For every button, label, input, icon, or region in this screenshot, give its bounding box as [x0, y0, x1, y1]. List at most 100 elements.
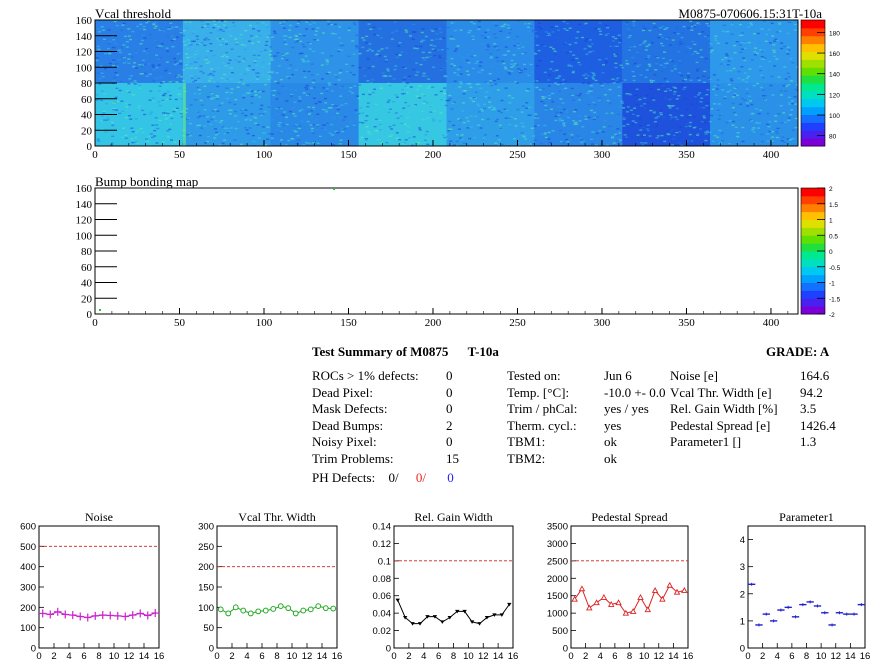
ph-defects-value-3: 0: [447, 470, 454, 485]
vcal-pixel: [307, 106, 311, 108]
vcal-pixel: [284, 43, 288, 46]
vcal-pixel: [646, 128, 650, 130]
vcal-pixel: [522, 134, 526, 137]
vcal-pixel: [407, 131, 411, 133]
parameter-value: 1426.4: [800, 417, 836, 433]
vcal-pixel: [699, 49, 703, 51]
ph-defects-label: PH Defects:: [312, 470, 376, 485]
x-tick-label: 14: [668, 651, 679, 662]
condition-value: yes / yes: [604, 401, 649, 416]
vcal-pixel: [653, 74, 657, 76]
vcal-pixel: [180, 98, 184, 100]
vcal-pixel: [626, 32, 630, 34]
vcal-pixel: [310, 87, 313, 89]
vcal-pixel: [430, 123, 434, 125]
vcal-pixel: [281, 85, 285, 87]
vcal-pixel: [669, 118, 673, 120]
vcal-pixel: [619, 41, 623, 43]
vcal-pixel: [196, 111, 200, 113]
vcal-pixel: [98, 83, 102, 85]
vcal-pixel: [778, 23, 782, 25]
vcal-pixel: [520, 42, 524, 45]
vcal-pixel: [632, 79, 636, 82]
vcal-pixel: [477, 26, 481, 28]
vcal-pixel: [490, 84, 494, 87]
vcal-pixel: [426, 117, 430, 119]
vcal-pixel: [646, 130, 650, 132]
vcal-pixel: [302, 92, 306, 94]
vcal-pixel: [660, 134, 664, 137]
vcal-pixel: [598, 100, 602, 102]
vcal-pixel: [434, 21, 437, 23]
vcal-pixel: [684, 125, 688, 128]
vcal-pixel: [416, 47, 419, 50]
vcal-pixel: [673, 68, 677, 70]
vcal-pixel: [786, 53, 790, 55]
vcal-pixel: [713, 135, 717, 137]
vcal-pixel: [568, 27, 572, 29]
vcal-pixel: [634, 94, 638, 97]
vcal-pixel: [234, 115, 238, 117]
y-tick-label: 0: [209, 644, 214, 655]
vcal-pixel: [598, 59, 602, 61]
data-point: [315, 603, 322, 610]
vcal-pixel: [589, 90, 593, 92]
vcal-pixel: [271, 77, 275, 80]
vcal-pixel: [300, 108, 304, 111]
vcal-pixel: [305, 21, 309, 23]
vcal-pixel: [678, 131, 682, 133]
vcal-pixel: [476, 91, 480, 93]
vcal-pixel: [556, 26, 560, 29]
vcal-pixel: [588, 45, 592, 48]
vcal-pixel: [320, 64, 324, 66]
vcal-pixel: [240, 143, 243, 145]
vcal-pixel: [785, 75, 789, 78]
vcal-pixel: [605, 62, 609, 64]
vcal-pixel: [418, 97, 422, 99]
vcal-pixel: [249, 119, 253, 121]
x-tick-label: 4: [66, 651, 71, 662]
vcal-pixel: [124, 137, 128, 139]
vcal-pixel: [381, 72, 385, 74]
vcal-pixel: [197, 77, 201, 79]
vcal-pixel: [473, 97, 477, 99]
vcal-roc-block: [710, 83, 798, 146]
vcal-pixel: [581, 36, 584, 39]
vcal-pixel: [288, 36, 292, 39]
vcal-pixel: [415, 124, 419, 126]
vcal-pixel: [459, 137, 463, 139]
vcal-pixel: [553, 50, 557, 52]
vcal-pixel: [755, 82, 759, 85]
vcal-pixel: [177, 74, 181, 76]
vcal-pixel: [424, 139, 428, 141]
vcal-pixel: [325, 59, 329, 61]
vcal-pixel: [577, 23, 581, 26]
vcal-pixel: [632, 123, 636, 125]
vcal-pixel: [789, 80, 793, 82]
vcal-pixel: [288, 29, 292, 31]
vcal-pixel: [575, 57, 579, 60]
vcal-pixel: [216, 67, 220, 69]
vcal-pixel: [576, 135, 580, 137]
vcal-pixel: [622, 118, 626, 120]
vcal-pixel: [576, 31, 580, 33]
vcal-pixel: [143, 72, 147, 75]
vcal-pixel: [101, 76, 105, 78]
vcal-pixel: [572, 111, 576, 113]
vcal-pixel: [186, 56, 190, 59]
vcal-pixel: [394, 131, 398, 133]
vcal-pixel: [223, 127, 227, 129]
vcal-pixel: [196, 57, 200, 60]
vcal-pixel: [579, 93, 582, 95]
vcal-pixel: [586, 92, 590, 94]
vcal-pixel: [106, 47, 110, 50]
vcal-pixel: [713, 71, 717, 74]
vcal-pixel: [226, 97, 230, 100]
vcal-pixel: [275, 107, 279, 110]
vcal-pixel: [671, 105, 675, 107]
vcal-pixel: [476, 60, 479, 63]
vcal-pixel: [477, 71, 481, 73]
vcal-pixel: [622, 125, 626, 127]
vcal-pixel: [543, 124, 547, 127]
chart-frame: [393, 525, 514, 649]
